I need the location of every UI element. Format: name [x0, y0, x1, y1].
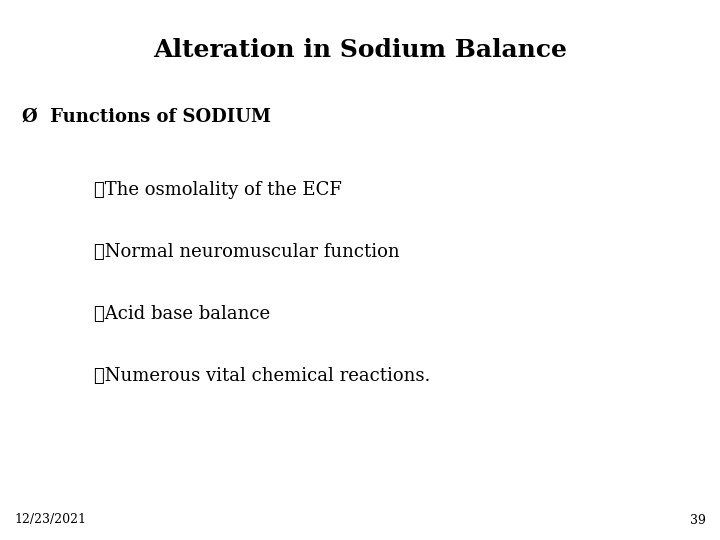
Text: 12/23/2021: 12/23/2021: [14, 514, 86, 526]
Text: ✓Numerous vital chemical reactions.: ✓Numerous vital chemical reactions.: [94, 367, 430, 385]
Text: Ø  Functions of SODIUM: Ø Functions of SODIUM: [22, 108, 271, 126]
Text: 39: 39: [690, 514, 706, 526]
Text: ✓Normal neuromuscular function: ✓Normal neuromuscular function: [94, 243, 399, 261]
Text: ✓Acid base balance: ✓Acid base balance: [94, 305, 270, 323]
Text: Alteration in Sodium Balance: Alteration in Sodium Balance: [153, 38, 567, 62]
Text: ✓The osmolality of the ECF: ✓The osmolality of the ECF: [94, 181, 341, 199]
